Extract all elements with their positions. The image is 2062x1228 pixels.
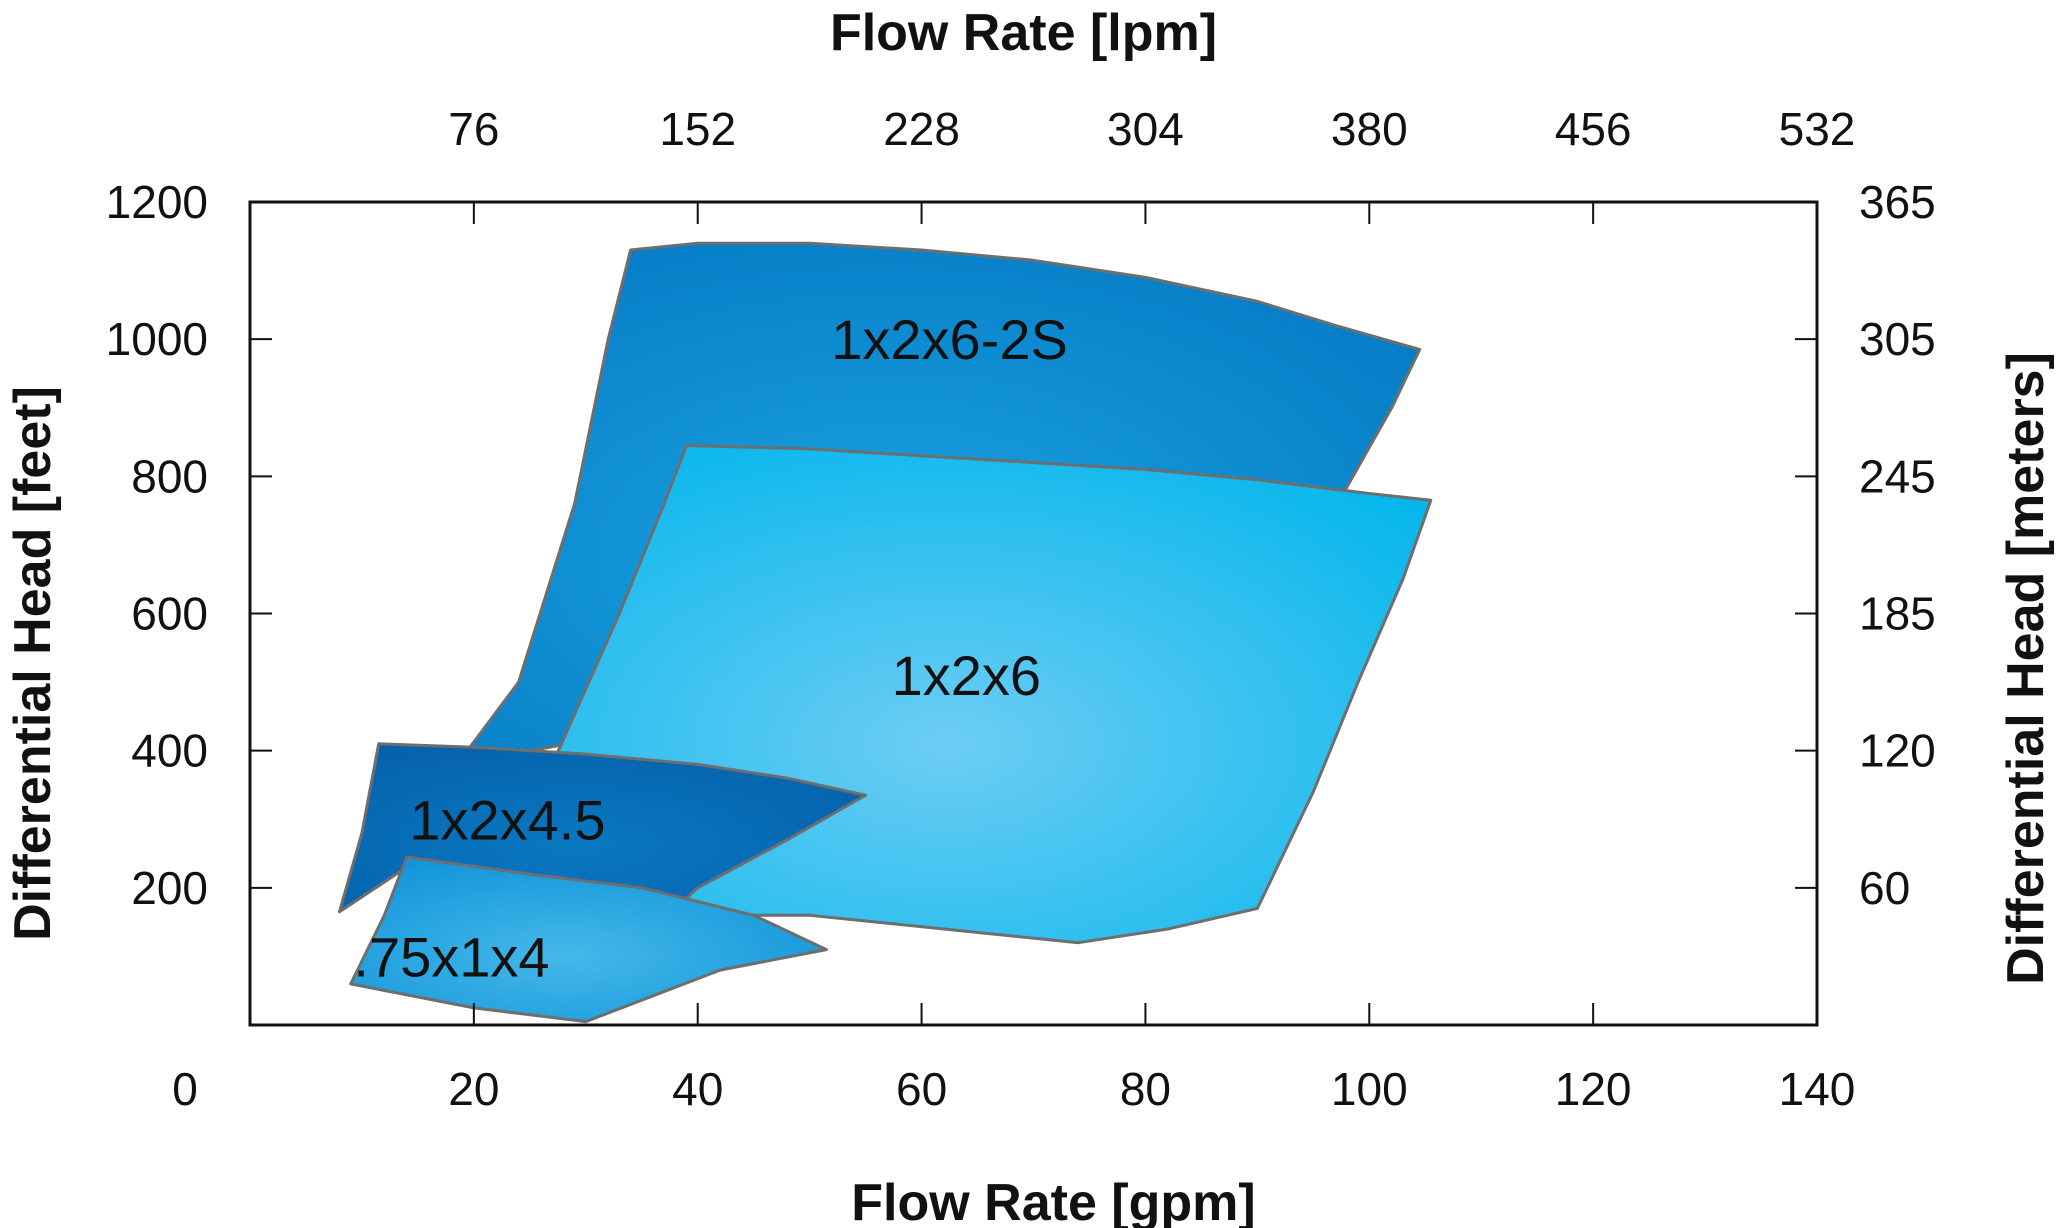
region-label-1x2x6: 1x2x6 [892, 644, 1041, 707]
right-y-tick-label: 185 [1859, 588, 1936, 640]
right-y-tick-label: 60 [1859, 862, 1910, 914]
y-axis-title: Differential Head [feet] [4, 386, 62, 941]
y-tick-label: 600 [131, 588, 208, 640]
right-y-tick-label: 305 [1859, 313, 1936, 365]
region-label-1x2x6-2s: 1x2x6-2S [831, 308, 1068, 371]
x-tick-label: 140 [1779, 1063, 1856, 1115]
right-y-tick-label: 245 [1859, 450, 1936, 502]
coverage-regions: 1x2x6-2S 1x2x6 1x2x4.5 .75x1x4 [340, 243, 1431, 1021]
x-tick-label: 0 [172, 1063, 198, 1115]
y-tick-label: 200 [131, 862, 208, 914]
top-x-axis-title: Flow Rate [lpm] [830, 4, 1217, 62]
right-y-tick-label: 365 [1859, 176, 1936, 228]
top-x-tick-label: 380 [1331, 103, 1408, 155]
region-label-075x1x4: .75x1x4 [353, 925, 549, 988]
top-x-tick-label: 304 [1107, 103, 1184, 155]
x-tick-label: 120 [1555, 1063, 1632, 1115]
x-tick-label: 60 [896, 1063, 947, 1115]
y-tick-label: 400 [131, 725, 208, 777]
right-y-axis-title: Differential Head [meters] [1997, 352, 2055, 985]
x-tick-label: 40 [672, 1063, 723, 1115]
x-axis-title: Flow Rate [gpm] [851, 1174, 1255, 1228]
right-y-tick-label: 120 [1859, 725, 1936, 777]
region-label-1x2x4-5: 1x2x4.5 [409, 788, 605, 851]
y-tick-label: 800 [131, 450, 208, 502]
x-tick-label: 20 [448, 1063, 499, 1115]
top-x-tick-label: 532 [1779, 103, 1856, 155]
top-x-tick-label: 152 [659, 103, 736, 155]
x-tick-label: 100 [1331, 1063, 1408, 1115]
top-x-tick-label: 456 [1555, 103, 1632, 155]
y-tick-label: 1200 [106, 176, 208, 228]
top-x-tick-label: 228 [883, 103, 960, 155]
x-tick-label: 80 [1120, 1063, 1171, 1115]
top-x-tick-label: 76 [448, 103, 499, 155]
y-tick-label: 1000 [106, 313, 208, 365]
